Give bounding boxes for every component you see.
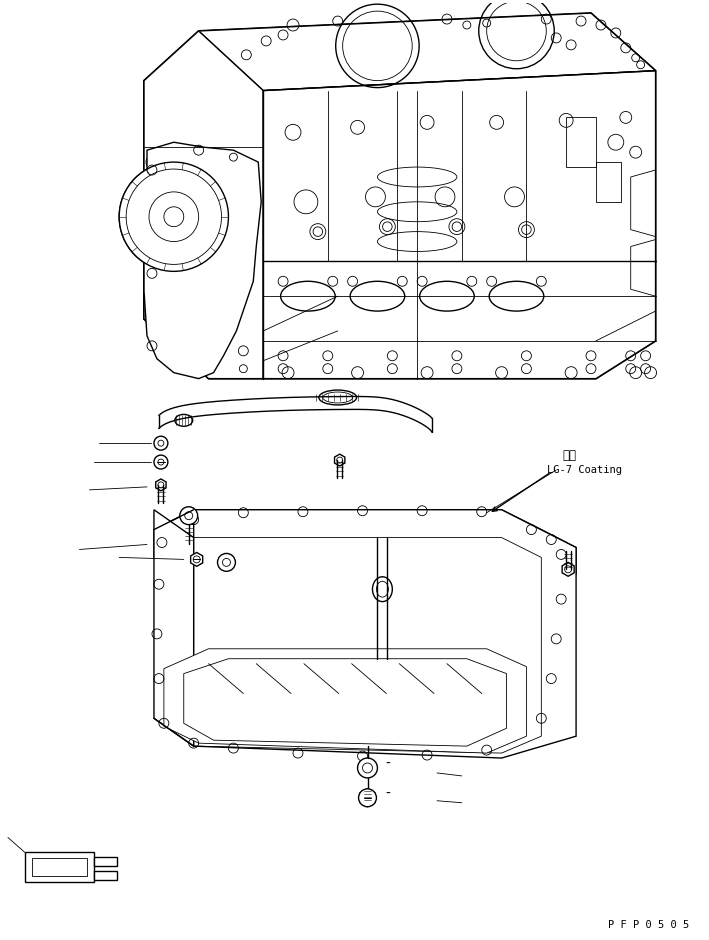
Polygon shape bbox=[144, 31, 263, 379]
Text: -: - bbox=[386, 757, 390, 771]
Polygon shape bbox=[164, 649, 526, 753]
Circle shape bbox=[119, 162, 228, 272]
Text: LG-7 Coating: LG-7 Coating bbox=[547, 465, 623, 475]
Polygon shape bbox=[194, 509, 576, 758]
Polygon shape bbox=[263, 70, 656, 379]
Text: 塗布: 塗布 bbox=[562, 448, 576, 462]
Text: -: - bbox=[386, 787, 390, 801]
Polygon shape bbox=[154, 509, 576, 574]
Polygon shape bbox=[144, 13, 656, 379]
Polygon shape bbox=[94, 857, 117, 867]
Polygon shape bbox=[562, 562, 574, 576]
Polygon shape bbox=[335, 454, 345, 466]
Text: P F P 0 5 0 5: P F P 0 5 0 5 bbox=[608, 920, 689, 930]
Circle shape bbox=[218, 554, 235, 572]
Polygon shape bbox=[94, 871, 117, 880]
Polygon shape bbox=[154, 509, 194, 746]
Circle shape bbox=[359, 789, 376, 807]
Polygon shape bbox=[25, 853, 94, 883]
Polygon shape bbox=[144, 142, 261, 379]
Circle shape bbox=[180, 507, 198, 525]
Circle shape bbox=[154, 436, 168, 450]
Circle shape bbox=[357, 758, 377, 778]
Polygon shape bbox=[156, 479, 166, 491]
Polygon shape bbox=[191, 553, 203, 566]
Ellipse shape bbox=[372, 577, 392, 602]
Polygon shape bbox=[199, 13, 656, 90]
Circle shape bbox=[154, 455, 168, 469]
Polygon shape bbox=[359, 789, 375, 807]
Polygon shape bbox=[156, 456, 166, 468]
